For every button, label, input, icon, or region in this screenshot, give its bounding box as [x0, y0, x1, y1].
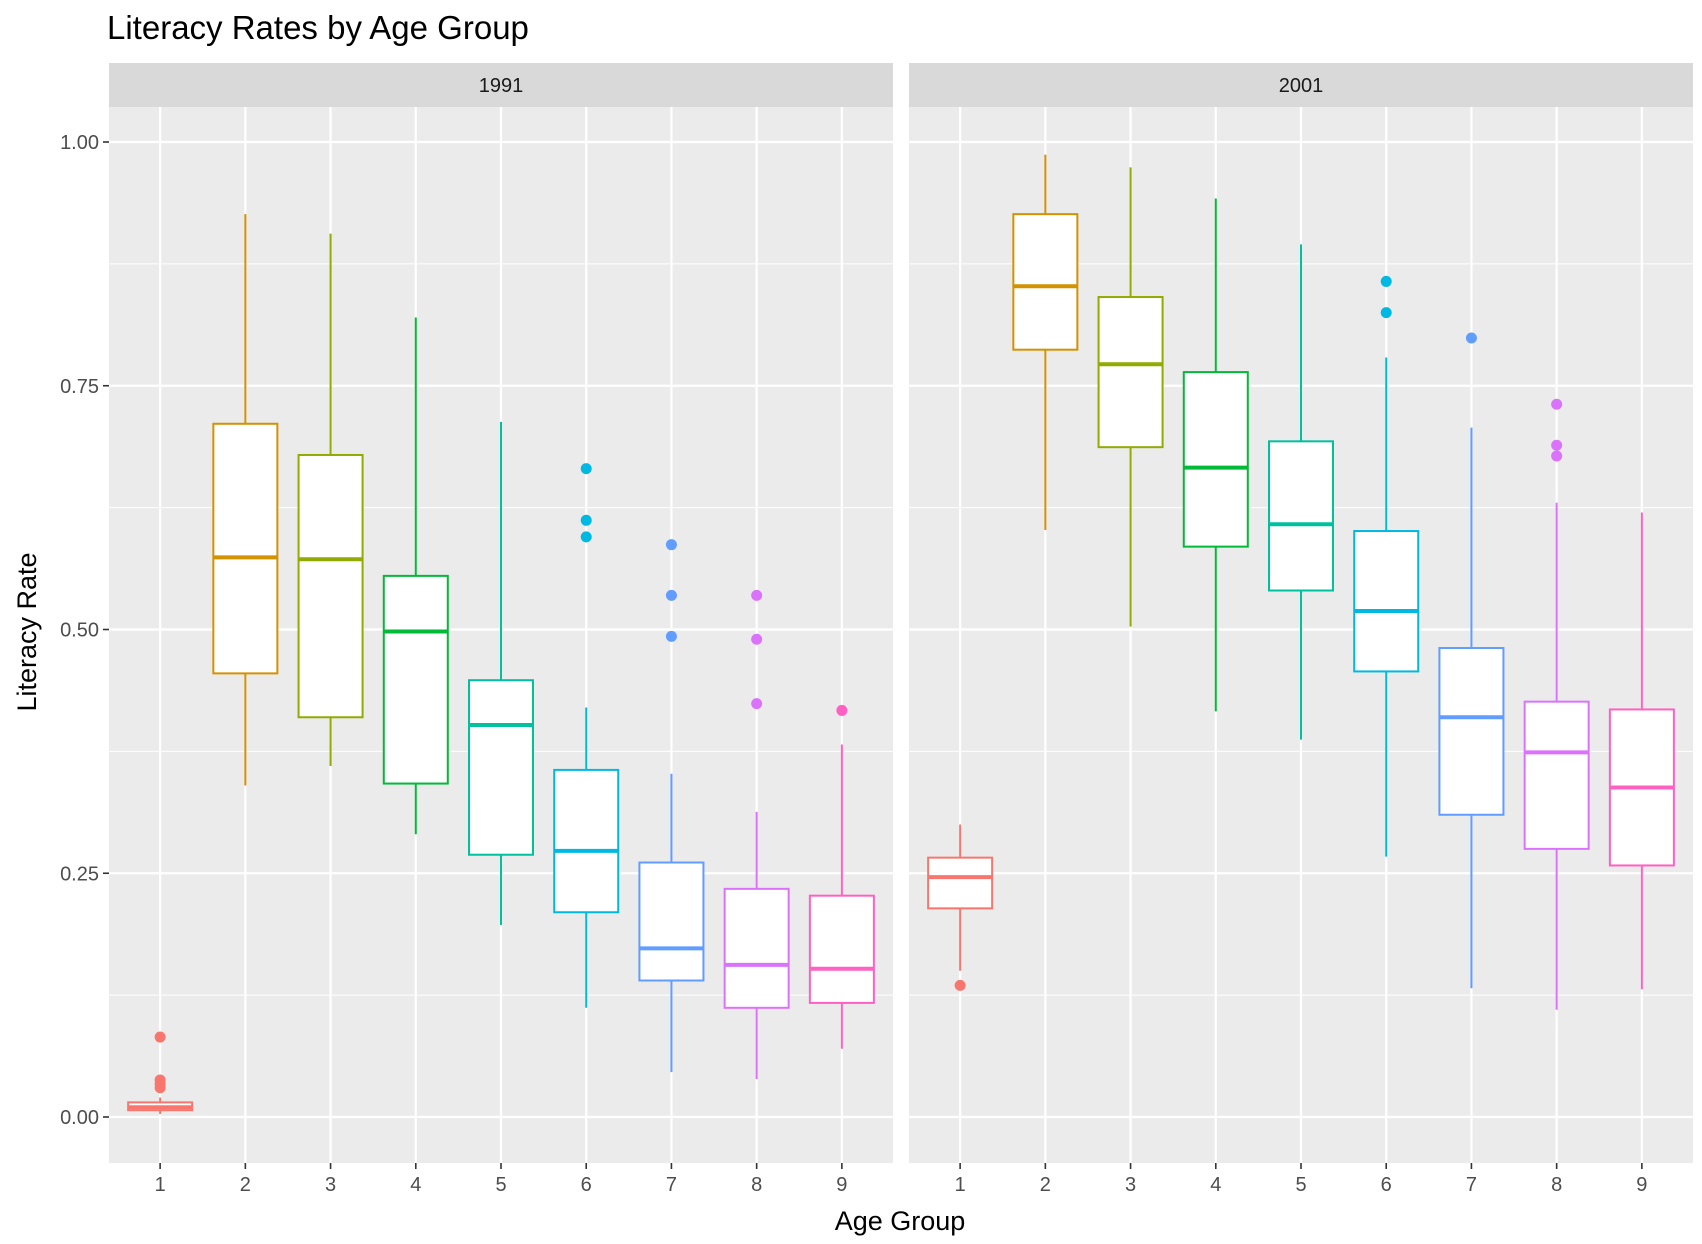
outlier-point — [1551, 398, 1563, 410]
x-tick-label: 8 — [751, 1174, 762, 1196]
x-axis-title: Age Group — [835, 1206, 966, 1236]
x-tick-label: 5 — [1295, 1174, 1306, 1196]
box-body — [1438, 647, 1505, 816]
facet-strip-label: 2001 — [1279, 75, 1324, 97]
outlier-point — [1551, 450, 1563, 462]
y-tick-label: 1.00 — [60, 132, 99, 154]
box-body — [1523, 700, 1590, 850]
x-tick-label: 1 — [155, 1174, 166, 1196]
x-tick-label: 4 — [410, 1174, 421, 1196]
outlier-point — [1380, 275, 1392, 287]
x-tick-label: 7 — [666, 1174, 677, 1196]
box-body — [927, 856, 994, 910]
x-tick-label: 4 — [1210, 1174, 1221, 1196]
outlier-point — [751, 698, 763, 710]
box-body — [468, 679, 534, 856]
box-body — [212, 422, 279, 675]
box-body — [638, 861, 705, 982]
x-tick-label: 6 — [1381, 1174, 1392, 1196]
box-body — [1012, 213, 1079, 351]
x-tick-label: 8 — [1551, 1174, 1562, 1196]
box-2001-group-9 — [1608, 512, 1675, 990]
x-tick-label: 7 — [1466, 1174, 1477, 1196]
x-tick-label: 3 — [1125, 1174, 1136, 1196]
outlier-point — [954, 979, 966, 991]
box-2001-group-4 — [1182, 198, 1249, 712]
x-tick-label: 3 — [325, 1174, 336, 1196]
outlier-point — [751, 633, 763, 645]
box-body — [1097, 296, 1164, 449]
x-tick-label: 9 — [1636, 1174, 1647, 1196]
box-2001-group-7 — [1438, 332, 1505, 989]
x-axis-1991: 1 2 3 4 5 6 7 8 9 — [155, 1163, 847, 1196]
box-1991-group-8 — [723, 589, 790, 1079]
y-tick-label: 0.50 — [60, 620, 99, 642]
box-2001-group-1 — [927, 824, 994, 991]
box-2001-group-3 — [1097, 167, 1164, 627]
box-1991-group-7 — [638, 539, 705, 1073]
box-1991-group-1 — [127, 1031, 194, 1115]
box-body — [297, 453, 364, 719]
y-tick-label: 0.75 — [60, 376, 99, 398]
chart-title: Literacy Rates by Age Group — [107, 9, 529, 46]
box-2001-group-5 — [1268, 244, 1334, 740]
facet-panel-2001: 2001 — [909, 63, 1693, 1163]
box-2001-group-6 — [1353, 275, 1420, 857]
y-axis: 0.00 0.25 0.50 0.75 1.00 — [60, 132, 109, 1129]
box-body — [1268, 440, 1334, 592]
facet-strip — [909, 63, 1693, 107]
y-tick-label: 0.00 — [60, 1107, 99, 1129]
outlier-point — [665, 630, 677, 642]
box-body — [1182, 371, 1249, 548]
outlier-point — [154, 1031, 166, 1043]
x-tick-label: 1 — [955, 1174, 966, 1196]
x-axis-2001: 1 2 3 4 5 6 7 8 9 — [955, 1163, 1647, 1196]
outlier-point — [751, 589, 763, 601]
facet-strip — [109, 63, 893, 107]
box-1991-group-6 — [553, 463, 620, 1008]
box-1991-group-5 — [468, 421, 534, 925]
box-body — [1353, 530, 1420, 673]
y-axis-title: Literacy Rate — [12, 552, 42, 711]
box-body — [553, 768, 620, 914]
outlier-point — [580, 531, 592, 543]
box-2001-group-2 — [1012, 154, 1079, 531]
x-tick-label: 9 — [836, 1174, 847, 1196]
x-tick-label: 5 — [495, 1174, 506, 1196]
box-1991-group-9 — [808, 704, 875, 1049]
facet-panels: 1991 2001 — [109, 63, 1693, 1163]
x-axes: 1 2 3 4 5 6 7 8 9 1 2 3 4 5 6 7 8 9 — [155, 1163, 1647, 1196]
outlier-point — [836, 704, 848, 716]
box-1991-group-3 — [297, 233, 364, 766]
outlier-point — [580, 514, 592, 526]
outlier-point — [1380, 307, 1392, 319]
outlier-point — [580, 463, 592, 475]
x-tick-label: 2 — [240, 1174, 251, 1196]
box-body — [808, 894, 875, 1004]
outlier-point — [665, 589, 677, 601]
facet-strip-label: 1991 — [479, 75, 524, 97]
x-tick-label: 2 — [1040, 1174, 1051, 1196]
box-body — [723, 887, 790, 1009]
box-body — [382, 574, 449, 785]
outlier-point — [1465, 332, 1477, 344]
outlier-point — [154, 1082, 166, 1094]
outlier-point — [1551, 439, 1563, 451]
facet-panel-1991: 1991 — [109, 63, 893, 1163]
x-tick-label: 6 — [581, 1174, 592, 1196]
box-1991-group-2 — [212, 214, 279, 786]
y-tick-label: 0.25 — [60, 863, 99, 885]
box-2001-group-8 — [1523, 398, 1590, 1010]
box-1991-group-4 — [382, 317, 449, 835]
outlier-point — [665, 539, 677, 551]
